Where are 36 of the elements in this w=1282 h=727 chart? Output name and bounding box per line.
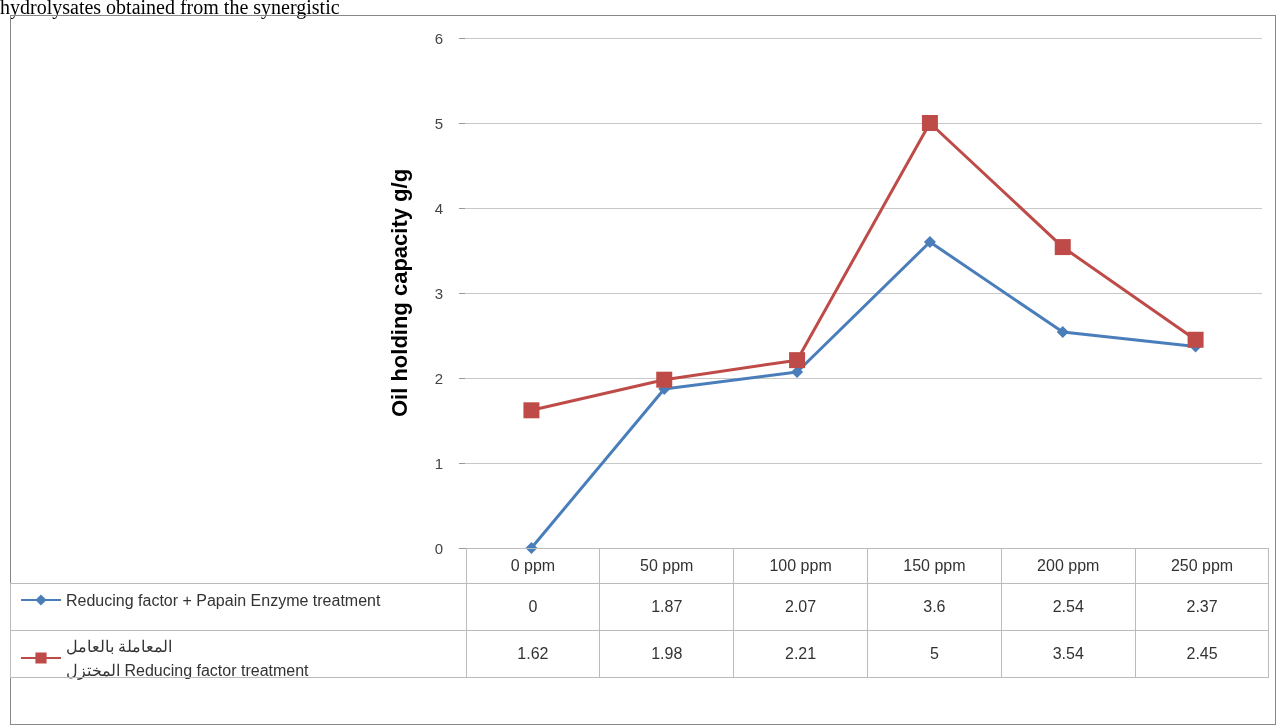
y-tick-label: 6 <box>434 29 443 47</box>
data-label: 1.87 <box>599 583 734 631</box>
x-tick-label: 200 ppm <box>1001 548 1136 584</box>
x-tick-label: 50 ppm <box>599 548 734 584</box>
point <box>923 236 936 248</box>
legend-label: Reducing factor + Papain Enzyme treatment <box>66 591 381 609</box>
y-tick-label: 3 <box>434 284 443 302</box>
point <box>523 402 540 419</box>
y-tick-label: 0 <box>434 539 443 557</box>
data-label: 2.54 <box>1001 583 1136 631</box>
x-tick-label: 100 ppm <box>733 548 868 584</box>
x-tick-label: 250 ppm <box>1135 548 1269 584</box>
data-label: 3.54 <box>1001 630 1136 678</box>
x-tick-label: 150 ppm <box>867 548 1002 584</box>
data-label: 2.07 <box>733 583 868 631</box>
x-tick-label: 0 ppm <box>466 548 600 584</box>
point <box>1056 326 1069 339</box>
y-tick-label: 4 <box>434 199 443 217</box>
point <box>789 352 806 369</box>
y-tick-label: 1 <box>434 454 443 472</box>
data-label: 2.21 <box>733 630 868 678</box>
data-label: 3.6 <box>867 583 1002 631</box>
point <box>1054 239 1071 256</box>
y-tick-label: 2 <box>434 369 443 387</box>
data-label: 2.45 <box>1135 630 1269 678</box>
text: hydrolysates obtained from the synergistic <box>0 0 340 19</box>
point <box>656 371 673 388</box>
point <box>921 115 938 131</box>
y-tick-label: 5 <box>434 114 443 132</box>
data-label: 2.37 <box>1135 583 1269 631</box>
data-label: 1.62 <box>466 630 600 678</box>
data-label: 5 <box>867 630 1002 678</box>
point <box>1187 331 1204 348</box>
y-axis-title: Oil holding capacity g/g <box>386 168 412 418</box>
data-label: 1.98 <box>599 630 734 678</box>
data-label: 0 <box>466 583 600 631</box>
